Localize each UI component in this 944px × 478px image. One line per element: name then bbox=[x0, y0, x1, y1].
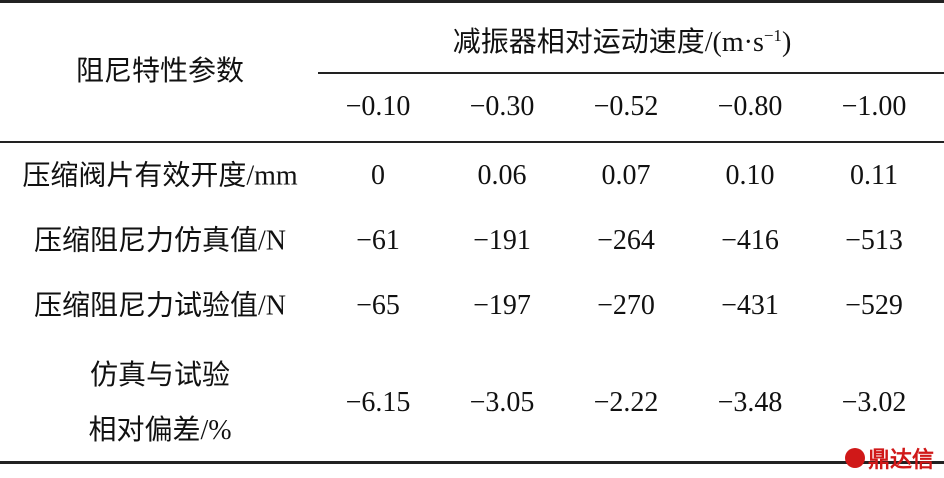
cell: −197 bbox=[473, 290, 531, 321]
cell: −513 bbox=[845, 225, 903, 256]
column-header: −0.30 bbox=[469, 91, 535, 122]
group-header-text: 减振器相对运动速度/(m·s bbox=[452, 27, 764, 59]
group-header-sup: −1 bbox=[763, 25, 782, 45]
row-label-line: 压缩阀片有效开度/mm bbox=[22, 160, 298, 192]
top-rule bbox=[0, 0, 944, 3]
watermark-logo bbox=[844, 448, 865, 468]
cell: −431 bbox=[721, 290, 779, 321]
header-rule bbox=[318, 72, 944, 74]
cell: 0.10 bbox=[725, 160, 775, 191]
cell: −270 bbox=[597, 290, 655, 321]
bottom-rule bbox=[0, 461, 944, 464]
cell: −3.05 bbox=[469, 387, 535, 418]
cell: 0.06 bbox=[477, 160, 527, 191]
row-label: 压缩阻尼力仿真值/N bbox=[34, 214, 286, 269]
row-label: 压缩阻尼力试验值/N bbox=[34, 279, 286, 334]
cell: 0 bbox=[371, 160, 385, 191]
cell: 0.07 bbox=[601, 160, 651, 191]
cell: −6.15 bbox=[345, 387, 411, 418]
cell: 0.11 bbox=[850, 160, 898, 191]
column-header: −0.52 bbox=[593, 91, 659, 122]
group-header: 减振器相对运动速度/(m·s−1) bbox=[453, 27, 792, 57]
group-header-close: ) bbox=[781, 27, 792, 59]
row-label-line: 压缩阻尼力试验值/N bbox=[33, 290, 287, 322]
cell: −191 bbox=[473, 225, 531, 256]
row-label: 压缩阀片有效开度/mm bbox=[22, 149, 297, 204]
cell: −416 bbox=[721, 225, 779, 256]
row-label: 仿真与试验相对偏差/% bbox=[88, 348, 231, 458]
row-label-line: 相对偏差/% bbox=[88, 415, 232, 446]
row-label-line: 压缩阻尼力仿真值/N bbox=[33, 225, 287, 257]
column-header: −1.00 bbox=[841, 91, 907, 122]
cell: −2.22 bbox=[593, 387, 659, 418]
body-rule bbox=[0, 141, 944, 143]
cell: −61 bbox=[356, 225, 400, 256]
cell: −264 bbox=[597, 225, 655, 256]
watermark-text: 鼎达信 bbox=[867, 448, 934, 473]
cell: −529 bbox=[845, 290, 903, 321]
column-header: −0.10 bbox=[345, 91, 411, 122]
column-header: −0.80 bbox=[717, 91, 783, 122]
corner-header: 阻尼特性参数 bbox=[75, 56, 245, 87]
watermark: 鼎达信 bbox=[844, 442, 934, 474]
row-label-line: 仿真与试验 bbox=[89, 360, 231, 391]
cell: −3.02 bbox=[841, 387, 907, 418]
cell: −65 bbox=[356, 290, 400, 321]
cell: −3.48 bbox=[717, 387, 783, 418]
